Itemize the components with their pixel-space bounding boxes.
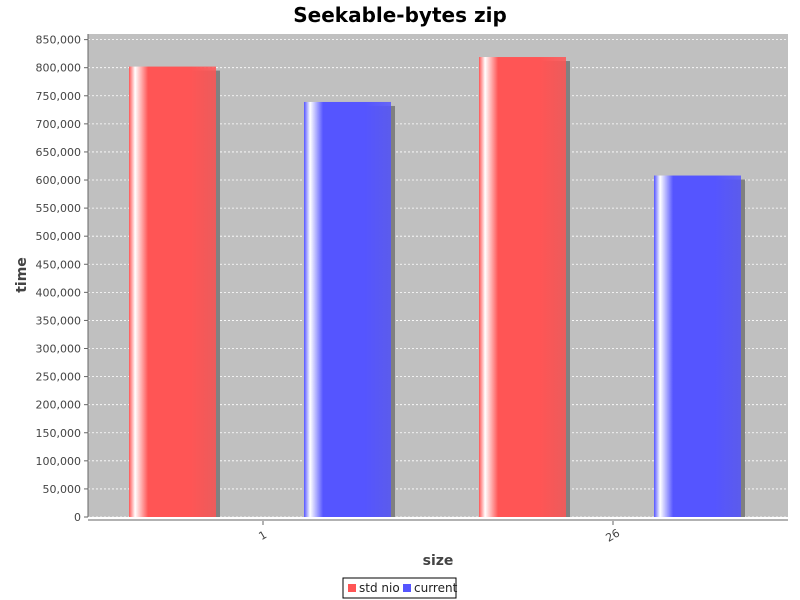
x-axis-ticks: 1 26 xyxy=(256,521,622,545)
y-tick-label: 450,000 xyxy=(36,258,82,271)
bar-std-nio-1 xyxy=(129,66,216,518)
y-tick-label: 650,000 xyxy=(36,146,82,159)
y-tick-label: 700,000 xyxy=(36,118,82,131)
legend-box xyxy=(342,577,457,599)
y-tick-label: 0 xyxy=(74,511,81,524)
y-tick-label: 850,000 xyxy=(36,34,82,47)
x-tick-label: 1 xyxy=(256,528,269,543)
x-tick-label: 26 xyxy=(603,526,622,544)
y-tick-label: 550,000 xyxy=(36,202,82,215)
x-axis-label: size xyxy=(423,553,454,569)
bar-std-nio-26 xyxy=(479,57,566,518)
legend-label: std nio xyxy=(359,581,400,595)
y-tick-label: 750,000 xyxy=(36,90,82,103)
bars xyxy=(129,57,745,518)
y-tick-label: 500,000 xyxy=(36,230,82,243)
y-tick-label: 200,000 xyxy=(36,399,82,412)
y-tick-label: 600,000 xyxy=(36,174,82,187)
y-tick-label: 400,000 xyxy=(36,286,82,299)
bar-current-1 xyxy=(304,101,391,518)
y-tick-label: 800,000 xyxy=(36,62,82,75)
y-tick-label: 50,000 xyxy=(43,483,82,496)
legend-swatch xyxy=(403,584,411,592)
bar-current-26 xyxy=(654,175,741,518)
legend: std nio current xyxy=(342,577,458,599)
y-tick-label: 350,000 xyxy=(36,314,82,327)
y-tick-label: 250,000 xyxy=(36,371,82,384)
y-tick-label: 300,000 xyxy=(36,343,82,356)
y-tick-label: 100,000 xyxy=(36,455,82,468)
y-axis-label: time xyxy=(14,257,30,293)
y-axis-ticks: 0 50,000 100,000 150,000 200,000 250,000 300,0… xyxy=(36,34,88,524)
legend-swatch xyxy=(348,584,356,592)
y-tick-label: 150,000 xyxy=(36,427,82,440)
legend-label: current xyxy=(414,581,458,595)
chart-title: Seekable-bytes zip xyxy=(293,3,507,27)
